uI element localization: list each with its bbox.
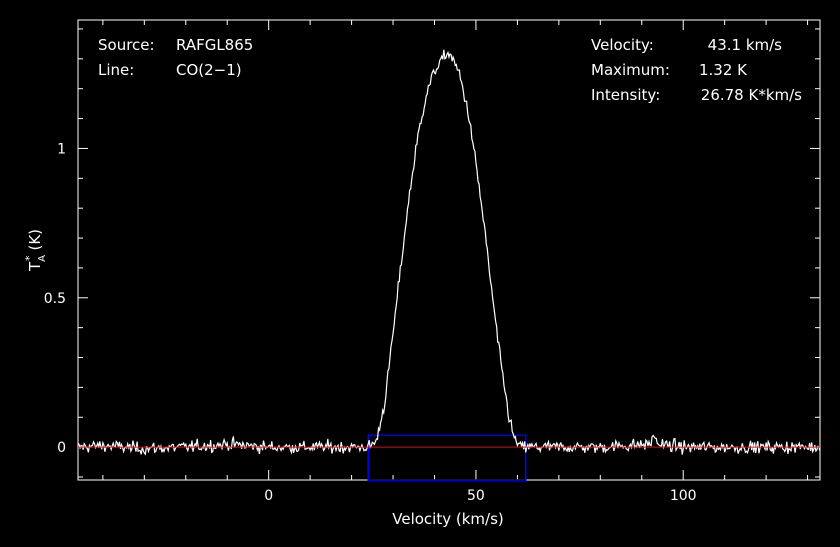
x-axis-title: Velocity (km/s) — [392, 510, 503, 528]
y-tick-label: 0.5 — [44, 291, 66, 307]
y-axis-title-base: T — [26, 261, 44, 272]
y-axis-title-sub: A — [37, 255, 48, 262]
y-tick-label: 0 — [57, 440, 66, 456]
y-axis-title-unit: (K) — [26, 229, 44, 251]
annotation-velocity-value: 43.1 km/s — [708, 36, 783, 54]
annotation-source-value: RAFGL865 — [176, 36, 253, 54]
annotation-maximum-value: 1.32 K — [699, 61, 748, 79]
axis-tick-labels: 0 50 100 0 0.5 1 — [44, 141, 697, 504]
annotation-block-left: Source: RAFGL865 Line: CO(2−1) — [98, 36, 253, 79]
x-tick-label: 0 — [264, 488, 273, 504]
y-axis-title: TA* (K) — [23, 229, 48, 272]
x-tick-label: 50 — [467, 488, 485, 504]
y-axis-title-sup: * — [23, 255, 36, 261]
annotation-block-right: Velocity: 43.1 km/s Maximum: 1.32 K Inte… — [591, 36, 802, 104]
window-layer — [367, 434, 527, 481]
x-tick-label: 100 — [670, 488, 697, 504]
annotation-intensity-value: 26.78 K*km/s — [701, 86, 802, 104]
annotation-maximum-key: Maximum: — [591, 61, 670, 79]
svg-text:TA*(K): TA* (K) — [23, 229, 48, 272]
annotation-line-key: Line: — [98, 61, 134, 79]
annotation-velocity-key: Velocity: — [591, 36, 654, 54]
annotation-source-key: Source: — [98, 36, 155, 54]
annotation-intensity-key: Intensity: — [591, 86, 660, 104]
fit-window-box — [367, 434, 527, 481]
annotation-line-value: CO(2−1) — [176, 61, 242, 79]
y-tick-label: 1 — [57, 141, 66, 157]
